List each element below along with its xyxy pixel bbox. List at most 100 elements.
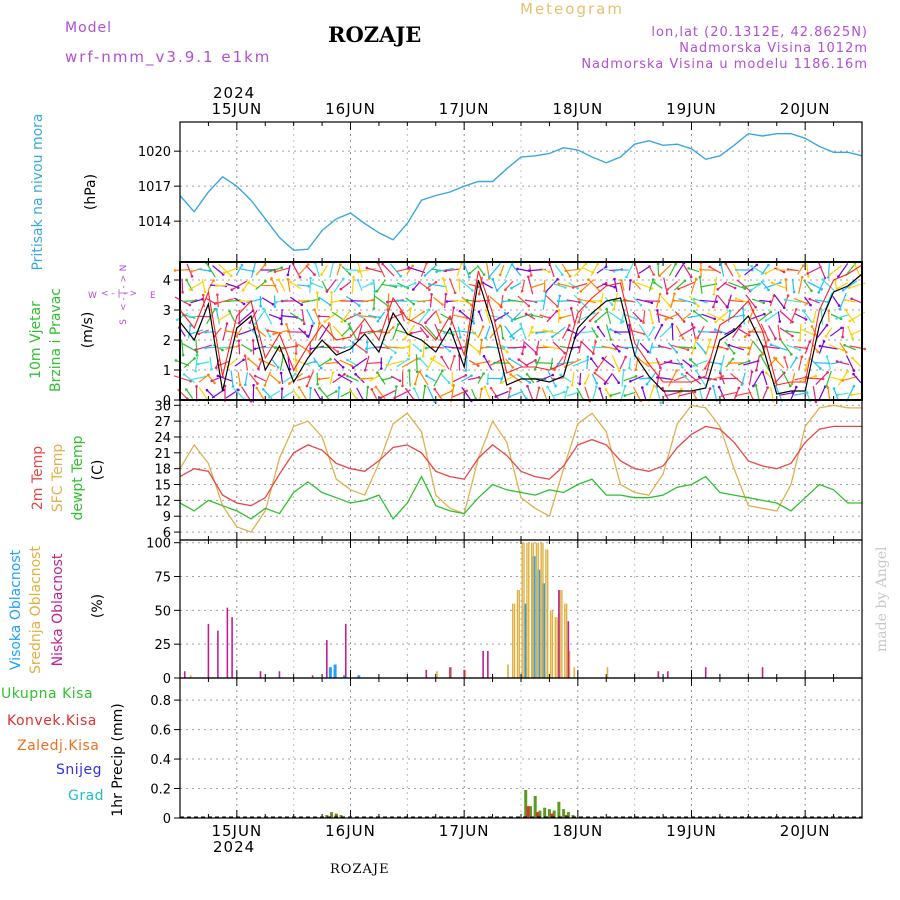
wind-arrow	[793, 298, 808, 304]
wind-arrow	[829, 264, 843, 276]
wind-arrow	[634, 338, 640, 357]
wind-arrow-head	[376, 319, 380, 323]
wind-arrow-head	[435, 270, 438, 274]
wind-arrow-head	[273, 346, 277, 350]
temp2m-title: 2m Temp	[30, 446, 46, 510]
wind-arrow-head	[609, 394, 613, 397]
precip-bar	[538, 810, 542, 818]
y-tick-label: 1017	[138, 180, 171, 195]
wind-arrow-head	[596, 325, 600, 329]
wind-arrow-head	[295, 369, 298, 373]
wind-arrow-head	[413, 382, 417, 386]
wind-arrow-head	[853, 263, 857, 267]
wind-arrow-head	[356, 279, 360, 282]
wind-arrow	[648, 279, 654, 292]
wind-arrow-head	[370, 282, 374, 285]
wind-arrow-head	[595, 382, 598, 385]
wind-arrow	[687, 314, 701, 319]
wind-arrow	[348, 388, 358, 400]
wind-arrow-head	[648, 351, 652, 354]
wind-arrow	[743, 360, 759, 366]
wind-arrow-head	[319, 366, 323, 370]
wind-arrow-head	[656, 262, 660, 266]
wind-unit: (m/s)	[80, 312, 96, 349]
wind-arrow-head	[624, 355, 627, 359]
wind-arrow-head	[716, 288, 720, 291]
wind-arrow	[433, 370, 443, 387]
wind-arrow	[806, 377, 824, 380]
wind-arrow	[807, 265, 822, 275]
wind-arrow-head	[325, 290, 329, 293]
wind-arrow	[580, 279, 595, 292]
wind-arrow-head	[601, 357, 605, 360]
wind-arrow	[700, 269, 716, 271]
wind-arrow-head	[825, 323, 829, 327]
wind-arrow-head	[765, 371, 768, 375]
wind-arrow-head	[664, 318, 668, 321]
wind-arrow	[783, 295, 789, 307]
wind-arrow	[278, 279, 286, 292]
wind-arrow	[205, 262, 216, 278]
wind-arrow-head	[476, 364, 480, 367]
wind-arrow	[510, 327, 523, 337]
wind-arrow	[827, 262, 830, 278]
wind-arrow	[198, 387, 209, 401]
wind-arrow-head	[769, 343, 773, 347]
wind-arrow	[520, 324, 527, 340]
wind-arrow	[469, 266, 478, 274]
x-date-label-bottom: 16JUN	[325, 822, 376, 840]
wind-arrow	[244, 372, 248, 385]
wind-arrow	[580, 330, 595, 334]
wind-arrow	[495, 390, 509, 398]
wind-arrow	[648, 265, 655, 275]
wind-arrow-head	[468, 275, 471, 279]
wind-arrow	[321, 280, 328, 291]
wind-arrow-head	[819, 367, 822, 370]
wind-arrow	[273, 329, 291, 335]
wind-arrow	[653, 282, 663, 289]
wind-arrow	[456, 263, 463, 277]
wind-arrow-head	[433, 387, 437, 391]
wind-arrow	[851, 328, 864, 336]
wind-arrow-head	[424, 346, 428, 350]
wind-arrow	[360, 330, 374, 334]
wind-arrow	[705, 388, 711, 400]
wind-arrow-head	[510, 263, 514, 266]
wind-arrow	[205, 346, 217, 349]
wind-arrow-head	[734, 394, 738, 397]
wind-arrow-head	[480, 387, 484, 391]
wind-arrow	[206, 373, 215, 384]
wind-arrow	[747, 340, 754, 355]
wind-arrow	[434, 323, 442, 341]
wind-arrow-head	[194, 369, 197, 373]
wind-arrow-head	[239, 300, 242, 303]
wind-arrow-head	[313, 273, 316, 276]
wind-arrow-head	[564, 269, 568, 273]
wind-arrow	[500, 325, 504, 339]
wind-arrow-head	[279, 371, 283, 375]
wind-arrow	[845, 355, 855, 371]
wind-arrow-head	[285, 323, 288, 326]
wind-arrow	[319, 315, 330, 318]
wind-arrow	[478, 311, 484, 322]
wind-arrow-head	[503, 311, 507, 315]
wind-arrow-head	[215, 307, 218, 311]
wind-arrow-head	[306, 334, 309, 338]
precip-bar	[528, 806, 532, 818]
wind-arrow-head	[406, 286, 410, 290]
wind-arrow-head	[363, 368, 367, 372]
wind-arrow-head	[194, 348, 197, 352]
wind-arrow-head	[294, 372, 297, 376]
wind-arrow-head	[721, 318, 725, 322]
wind-arrow-head	[625, 275, 628, 279]
wind-arrow	[425, 309, 438, 324]
wind-arrow	[659, 360, 672, 366]
wind-arrow-head	[542, 329, 546, 332]
y-tick-label: 12	[154, 494, 171, 509]
wind-arrow-head	[659, 366, 662, 370]
wind-arrow-head	[204, 330, 207, 334]
wind-arrow-head	[840, 326, 843, 330]
wind-arrow-head	[410, 331, 413, 335]
y-tick-label: 15	[154, 479, 171, 494]
wind-arrow	[748, 371, 753, 386]
